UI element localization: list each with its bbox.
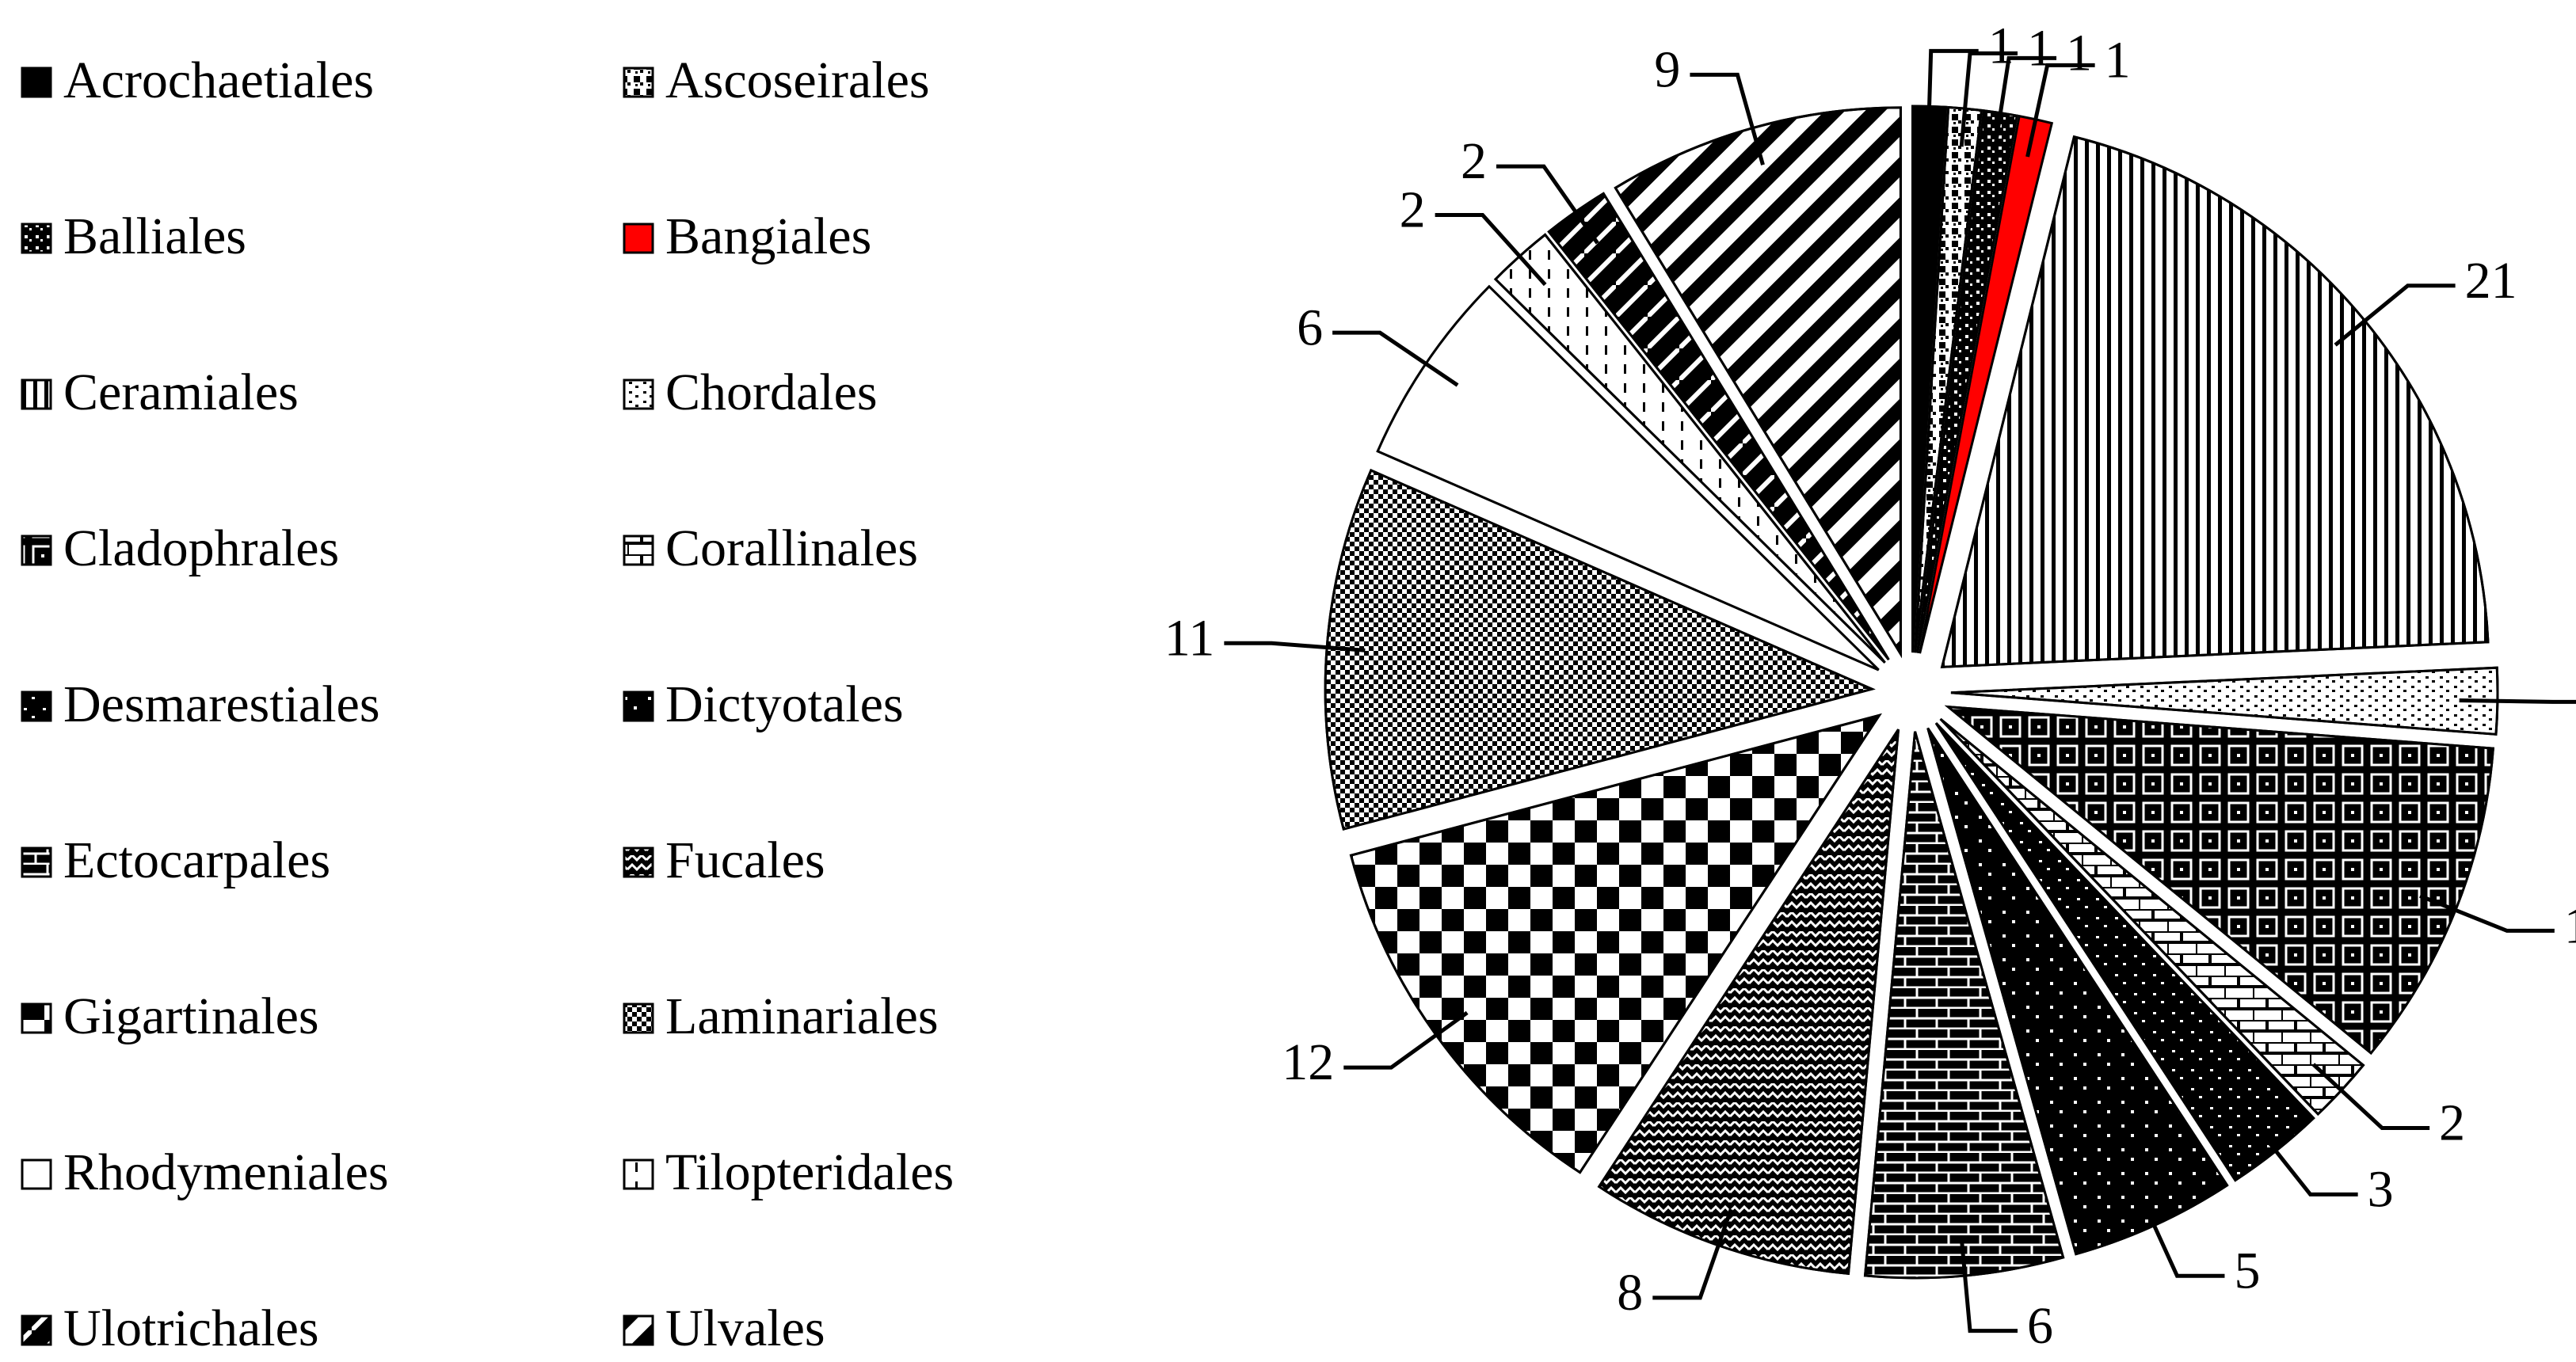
- leader-line: [2311, 1063, 2430, 1131]
- legend: Acrochaetiales Ascoseirales Balliales Bangi…: [21, 51, 954, 1357]
- legend-label: Cladophrales: [63, 519, 339, 577]
- legend-label: Gigartinales: [63, 987, 319, 1045]
- legend-label: Ascoseirales: [665, 51, 930, 109]
- legend-swatch-pattern: [21, 67, 52, 98]
- legend-swatch-pattern: [21, 1314, 52, 1346]
- data-label: 12: [1282, 1033, 1334, 1091]
- data-label: 1: [2066, 25, 2092, 82]
- data-label: 1: [1988, 17, 2014, 75]
- data-label: 1: [2027, 20, 2053, 78]
- data-label: 2: [1400, 181, 1426, 239]
- legend-label: Desmarestiales: [63, 675, 380, 733]
- data-label: 8: [1617, 1264, 1643, 1322]
- data-label: 21: [2465, 252, 2517, 310]
- leader-line: [1992, 55, 2057, 151]
- legend-swatch-pattern: [21, 846, 52, 878]
- data-label: 10: [2564, 897, 2576, 955]
- legend-label: Tilopteridales: [665, 1143, 954, 1201]
- leader-line: [1690, 72, 1765, 165]
- legend-swatch-pattern: [21, 223, 52, 254]
- leader-line: [2250, 1120, 2358, 1197]
- legend-label: Ceramiales: [63, 363, 299, 421]
- legend-label: Ectocarpales: [63, 831, 330, 889]
- leader-line: [1926, 48, 1979, 145]
- leader-line: [1959, 1237, 2018, 1333]
- leader-line: [2136, 1189, 2225, 1278]
- legend-swatch-pattern: [623, 846, 654, 878]
- legend-label: Ulotrichales: [63, 1299, 319, 1357]
- legend-label: Chordales: [665, 363, 878, 421]
- legend-label: Ulvales: [665, 1299, 825, 1357]
- data-label: 2: [2439, 1094, 2465, 1152]
- legend-label: Laminariales: [665, 987, 939, 1045]
- leader-line: [1343, 1010, 1469, 1070]
- leader-line: [1224, 641, 1366, 652]
- leader-line: [2419, 894, 2555, 933]
- data-label: 2: [1461, 132, 1487, 190]
- legend-label: Balliales: [63, 207, 246, 265]
- leader-line: [2025, 63, 2095, 158]
- data-label: 5: [2234, 1242, 2260, 1299]
- legend-label: Corallinales: [665, 519, 918, 577]
- legend-swatch-pattern: [21, 691, 52, 722]
- legend-swatch-pattern: [623, 535, 654, 566]
- legend-swatch-pattern: [21, 379, 52, 410]
- legend-swatch-pattern: [21, 1002, 52, 1034]
- legend-swatch: [623, 223, 654, 254]
- data-label: 11: [1164, 609, 1215, 667]
- leader-line: [1332, 330, 1459, 387]
- legend-swatch-pattern: [21, 535, 52, 566]
- legend-swatch-pattern: [623, 1002, 654, 1034]
- data-label: 9: [1654, 40, 1680, 98]
- legend-label: Dictyotales: [665, 675, 904, 733]
- legend-swatch-pattern: [623, 691, 654, 722]
- leader-line: [2459, 698, 2576, 704]
- legend-label: Bangiales: [665, 207, 871, 265]
- data-label: 6: [1297, 299, 1323, 356]
- legend-swatch-pattern: [21, 1158, 52, 1190]
- legend-swatch-pattern: [623, 67, 654, 98]
- data-label: 6: [2027, 1297, 2053, 1355]
- legend-label: Fucales: [665, 831, 825, 889]
- pie: 1111212102356812116229: [1164, 17, 2576, 1355]
- leader-line: [1496, 164, 1599, 245]
- leader-line: [1652, 1208, 1733, 1300]
- data-label: 1: [2105, 32, 2131, 89]
- leader-line: [1959, 51, 2018, 147]
- legend-swatch-pattern: [623, 379, 654, 410]
- legend-label: Rhodymeniales: [63, 1143, 389, 1201]
- leader-line: [2334, 283, 2456, 347]
- leader-line: [1435, 213, 1547, 287]
- data-label: 3: [2368, 1161, 2394, 1219]
- legend-label: Acrochaetiales: [63, 51, 374, 109]
- legend-swatch-pattern: [623, 1314, 654, 1346]
- legend-swatch-pattern: [623, 1158, 654, 1190]
